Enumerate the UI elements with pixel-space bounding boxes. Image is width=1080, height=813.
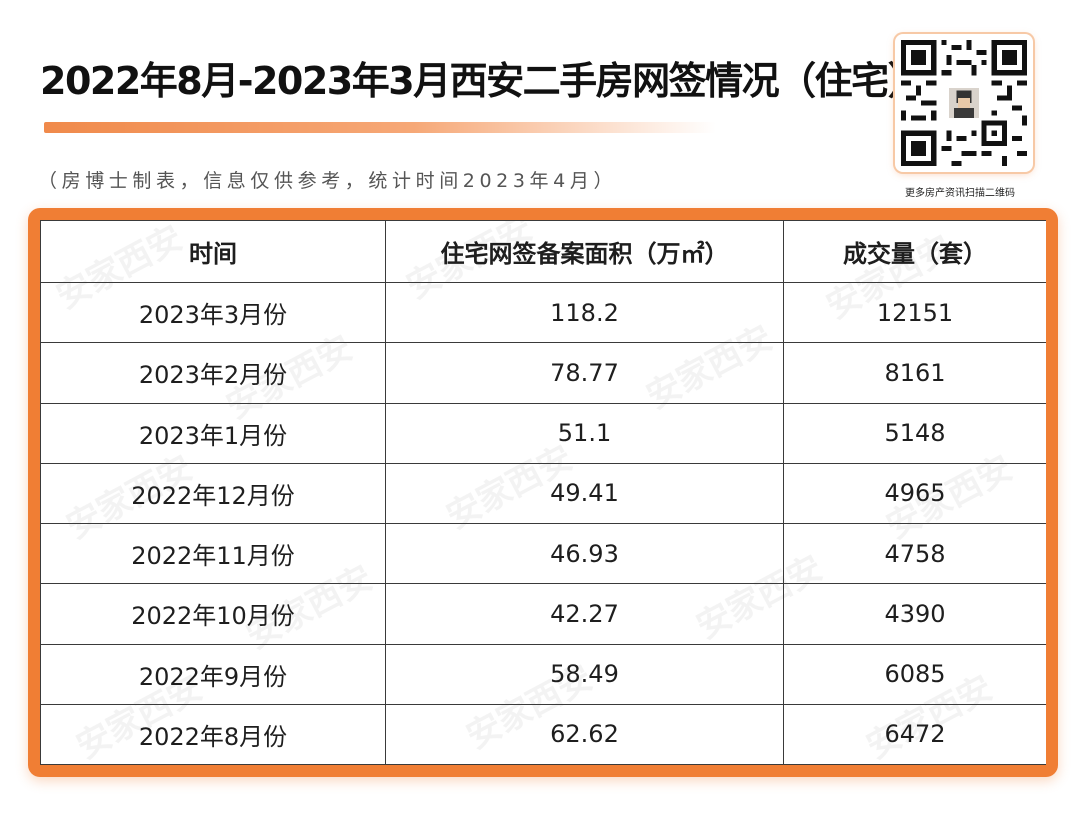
cell-volume: 8161 (783, 342, 1046, 404)
cell-volume: 5148 (783, 402, 1046, 464)
housing-transactions-table: 时间 住宅网签备案面积（万㎡） 成交量（套） 2023年3月份 118.2 12… (40, 220, 1046, 765)
cell-period: 2022年12月份 (40, 462, 386, 525)
table-row: 2022年8月份 62.62 6472 (40, 703, 1046, 765)
data-table-frame: 安家西安 安家西安 安家西安 安家西安 安家西安 安家西安 安家西安 安家西安 … (28, 208, 1058, 777)
column-header-period: 时间 (40, 220, 386, 283)
cell-volume: 6085 (783, 643, 1046, 705)
table-row: 2022年11月份 46.93 4758 (40, 522, 1046, 585)
table-row: 2023年1月份 51.1 5148 (40, 402, 1046, 464)
column-header-volume: 成交量（套） (783, 220, 1046, 283)
cell-volume: 6472 (783, 703, 1046, 765)
cell-volume: 4390 (783, 583, 1046, 645)
cell-area: 42.27 (385, 583, 784, 645)
cell-period: 2023年2月份 (40, 342, 386, 404)
page-title: 2022年8月-2023年3月西安二手房网签情况（住宅） (40, 59, 926, 103)
column-header-area: 住宅网签备案面积（万㎡） (385, 220, 784, 283)
table-row: 2022年10月份 42.27 4390 (40, 583, 1046, 645)
source-note: （房博士制表，信息仅供参考，统计时间2023年4月） (38, 170, 618, 192)
cell-volume: 4965 (783, 462, 1046, 525)
table-row: 2023年3月份 118.2 12151 (40, 281, 1046, 344)
cell-area: 46.93 (385, 522, 784, 585)
cell-area: 51.1 (385, 402, 784, 464)
qr-caption: 更多房产资讯扫描二维码 (905, 188, 1015, 199)
table-row: 2022年9月份 58.49 6085 (40, 643, 1046, 705)
table-row: 2023年2月份 78.77 8161 (40, 342, 1046, 404)
title-underline-bar (44, 122, 716, 133)
cell-area: 62.62 (385, 703, 784, 765)
table-header-row: 时间 住宅网签备案面积（万㎡） 成交量（套） (40, 220, 1046, 283)
cell-period: 2022年8月份 (40, 703, 386, 765)
cell-area: 118.2 (385, 281, 784, 344)
cell-period: 2022年10月份 (40, 583, 386, 645)
cell-period: 2022年11月份 (40, 522, 386, 585)
cell-period: 2023年1月份 (40, 402, 386, 464)
qr-code-graphic (901, 40, 1027, 166)
cell-volume: 4758 (783, 522, 1046, 585)
qr-code-icon (895, 34, 1033, 172)
cell-period: 2023年3月份 (40, 281, 386, 344)
cell-period: 2022年9月份 (40, 643, 386, 705)
cell-area: 78.77 (385, 342, 784, 404)
data-table-container: 安家西安 安家西安 安家西安 安家西安 安家西安 安家西安 安家西安 安家西安 … (40, 220, 1046, 765)
cell-area: 58.49 (385, 643, 784, 705)
cell-volume: 12151 (783, 281, 1046, 344)
cell-area: 49.41 (385, 462, 784, 525)
table-row: 2022年12月份 49.41 4965 (40, 462, 1046, 525)
